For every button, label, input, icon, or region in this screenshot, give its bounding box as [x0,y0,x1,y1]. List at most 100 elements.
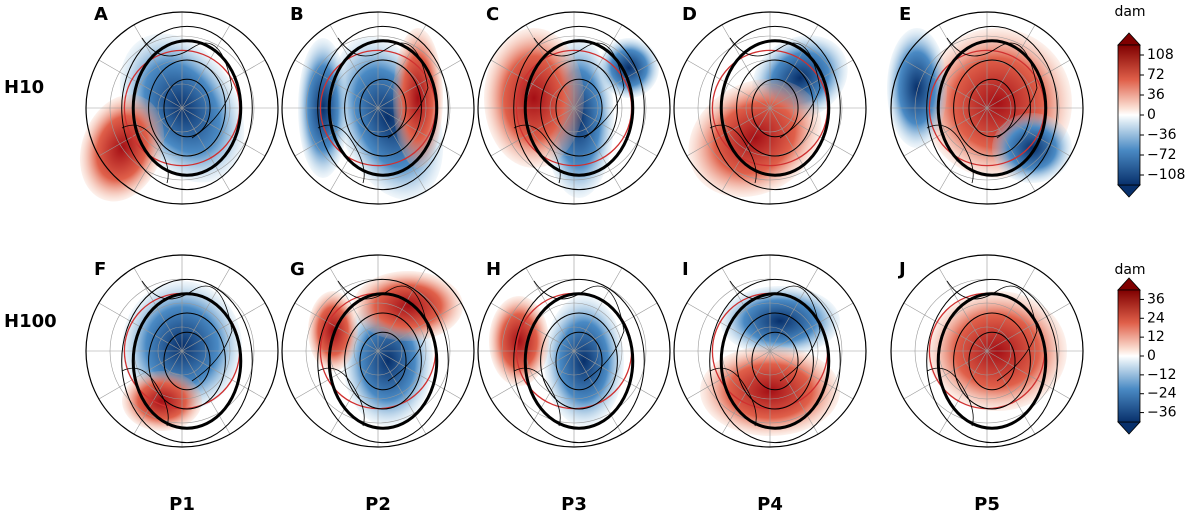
map-panel [887,11,1084,205]
contour [163,331,211,391]
map-border [281,11,475,205]
map-border [281,254,475,448]
colorbar-tick-label: −108 [1147,167,1185,183]
longitude-line [938,24,988,109]
map-panel [79,11,279,205]
colorbar [1117,44,1141,186]
contour [148,312,226,410]
longitude-line [686,59,771,109]
longitude-line [986,302,1071,352]
longitude-line [986,107,1071,157]
negative-anomaly [599,38,659,98]
longitude-line [986,350,1036,435]
longitude-line [181,350,231,435]
map-border [477,11,671,205]
longitude-line [986,267,1036,352]
positive-anomaly [484,28,584,168]
contour [327,39,439,177]
colorbar-tick-label: 72 [1147,67,1165,83]
longitude-line [329,24,379,109]
contour [359,78,407,138]
contour [968,78,1016,138]
contour [163,78,211,138]
contour [555,331,603,391]
negative-anomaly [992,113,1072,183]
colorbar-tick-label: 0 [1147,348,1156,364]
contour [344,312,422,410]
colorbar-tick-label: −12 [1147,367,1177,383]
contour [148,59,226,157]
longitude-line [573,302,658,352]
longitude-line [181,107,266,157]
colorbar-tick-label: −24 [1147,386,1177,402]
colorbar-unit: dam [1114,262,1145,278]
map-border [477,254,671,448]
longitude-line [98,350,183,400]
contour [968,331,1016,391]
negative-anomaly [720,286,840,356]
contour [513,25,645,191]
map-border [673,11,867,205]
panel-label: E [899,4,911,25]
coastline [513,37,625,184]
map-panel [673,254,867,448]
longitude-line [133,24,183,109]
contour [359,331,407,391]
colorbar-extend-top [1117,32,1141,46]
longitude-line [294,350,379,400]
map-border [673,254,867,448]
panel-label: A [94,4,108,25]
negative-anomaly [887,28,947,148]
longitude-line [769,59,854,109]
map-panel [281,11,475,205]
longitude-line [377,107,462,157]
contour [751,78,799,138]
map-panel [477,11,671,205]
colorbar-unit: dam [1114,4,1145,20]
longitude-line [377,59,462,109]
panel-label: D [682,4,697,25]
longitude-line [573,59,658,109]
panel-label: B [290,4,304,25]
longitude-line [769,267,819,352]
longitude-line [573,107,658,157]
longitude-line [133,107,183,192]
column-label: P1 [169,494,195,515]
coastline [709,280,821,427]
map-border [85,254,279,448]
negative-anomaly [544,296,624,426]
panel-label: G [290,259,305,280]
coastline [926,280,1038,427]
column-label: P2 [365,494,391,515]
contour [953,59,1031,157]
colorbar-tick-label: 12 [1147,329,1165,345]
longitude-line [986,59,1071,109]
colorbar-tick-label: 36 [1147,291,1165,307]
row-label: H10 [4,77,44,98]
longitude-line [903,59,988,109]
longitude-line [181,59,266,109]
contour [736,59,814,157]
longitude-line [769,350,819,435]
longitude-line [769,107,854,157]
coastline [317,280,429,427]
longitude-line [573,350,623,435]
panel-label: H [486,259,501,280]
colorbar [1117,289,1141,423]
map-panel [85,254,279,448]
contour [926,278,1058,444]
longitude-line [686,350,771,400]
longitude-line [490,107,575,157]
contour [121,278,253,444]
contour [317,25,449,191]
coastline [513,280,625,427]
longitude-line [721,24,771,109]
coastline [121,280,233,427]
coastline [709,37,821,184]
longitude-line [573,267,623,352]
map-panel [673,11,867,205]
colorbar-tick-label: −36 [1147,127,1177,143]
contour [540,59,618,157]
longitude-line [377,350,427,435]
